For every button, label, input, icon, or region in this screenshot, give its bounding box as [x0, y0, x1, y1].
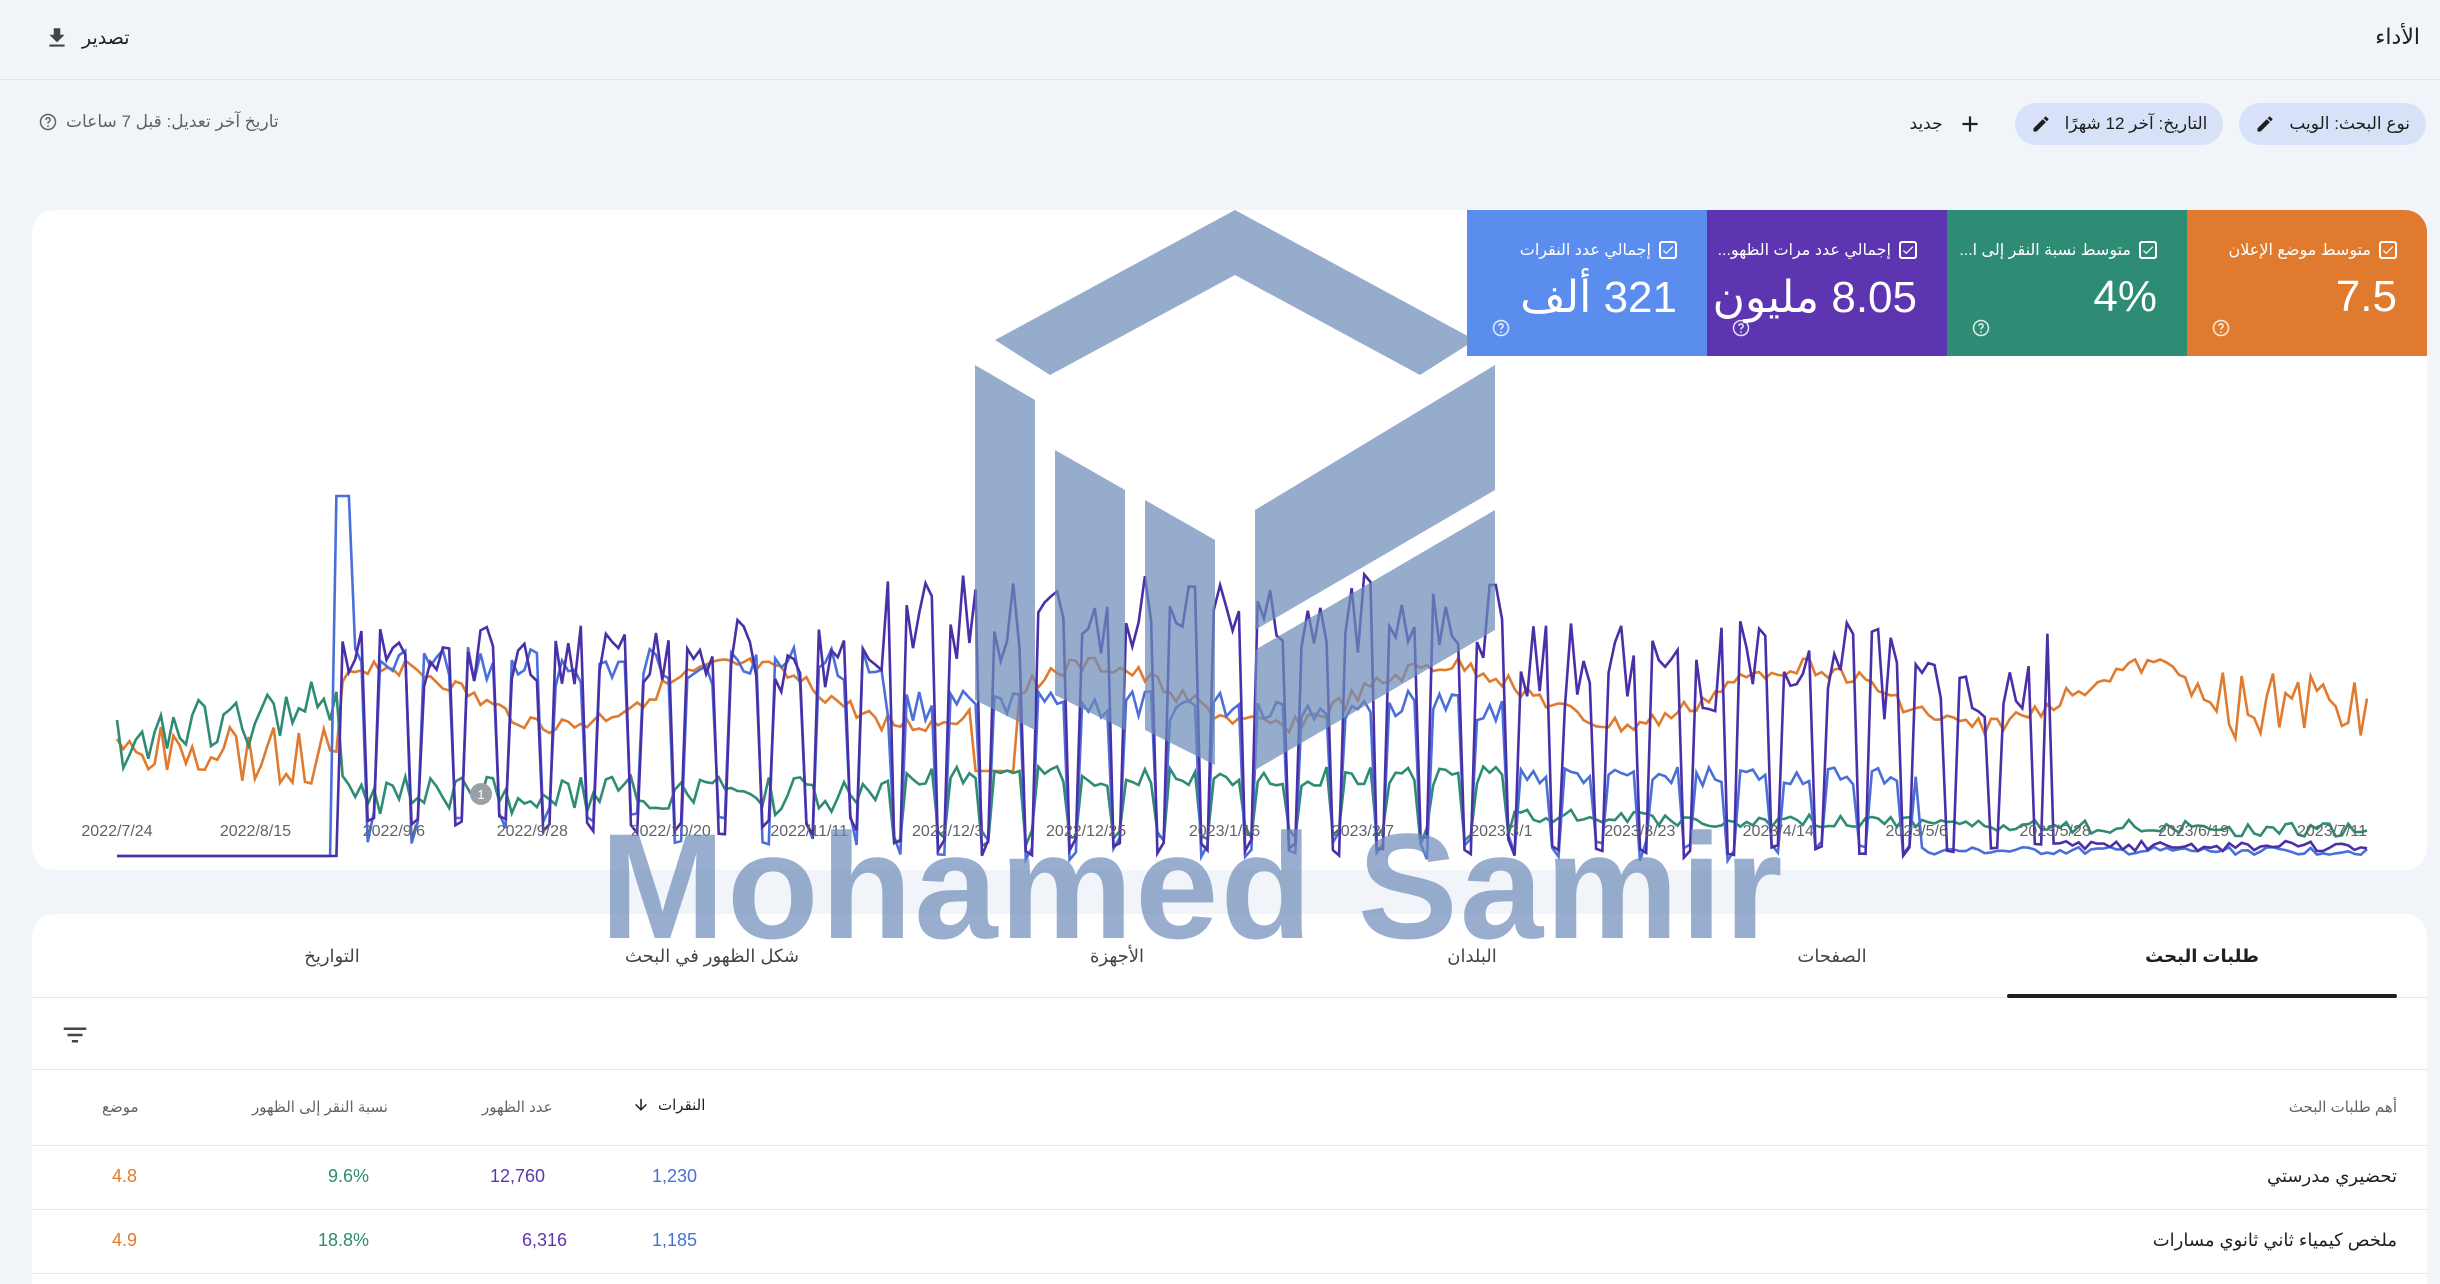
- cell-clicks: 1,230: [652, 1166, 698, 1186]
- filter-icon[interactable]: [60, 1020, 90, 1050]
- cell-impressions: 12,760: [490, 1166, 546, 1186]
- cell-ctr: 18.8%: [318, 1230, 370, 1250]
- checkbox-icon: [2379, 241, 2397, 259]
- help-icon[interactable]: [2211, 318, 2231, 338]
- metric-label: متوسط نسبة النقر إلى ا...: [1959, 242, 2131, 259]
- watermark-logo: [975, 210, 1495, 770]
- x-tick-label: 2023/4/14: [1743, 823, 1814, 840]
- x-tick-label: 2023/3/23: [1604, 823, 1675, 840]
- metric-label: إجمالي عدد النقرات: [1519, 242, 1651, 259]
- search-type-chip[interactable]: نوع البحث: الويب: [2239, 103, 2426, 145]
- help-icon[interactable]: [1491, 318, 1511, 338]
- cell-position: 4.8: [112, 1166, 138, 1186]
- x-tick-label: 2023/5/28: [2020, 823, 2091, 840]
- metric-ctr[interactable]: متوسط نسبة النقر إلى ا... 4%: [1947, 210, 2187, 356]
- last-updated-text: تاريخ آخر تعديل: قبل 7 ساعات: [66, 112, 279, 131]
- performance-chart-svg: 2022/7/24 2022/8/15 2022/9/6 2022/9/28 2022/…: [81, 494, 2369, 865]
- top-bar: الأداء تصدير: [0, 0, 2440, 80]
- x-tick-label: 2023/6/19: [2158, 823, 2229, 840]
- x-tick-label: 2022/9/28: [497, 823, 568, 840]
- tab-dates[interactable]: التواريخ: [304, 946, 360, 966]
- cell-impressions: 6,316: [522, 1230, 568, 1250]
- x-tick-label: 2022/11/11: [770, 823, 848, 840]
- x-tick-label: 2023/5/6: [1886, 823, 1948, 840]
- new-filter-label: جديد: [1909, 114, 1943, 133]
- metric-value: 8.05 مليون: [1712, 273, 1917, 322]
- edit-icon: [2033, 116, 2049, 132]
- tab-devices[interactable]: الأجهزة: [1089, 946, 1145, 966]
- x-tick-label: 2022/12/25: [1046, 823, 1126, 840]
- plus-icon: [1962, 116, 1978, 132]
- dimension-tabs: طلبات البحث الصفحات البلدان الأجهزة شكل …: [32, 914, 2427, 998]
- metric-impressions[interactable]: إجمالي عدد مرات الظهو... 8.05 مليون: [1707, 210, 1947, 356]
- tab-search-appearance[interactable]: شكل الظهور في البحث: [624, 946, 799, 966]
- checkbox-icon: [1659, 241, 1677, 259]
- date-label: التاريخ: آخر 12 شهرًا: [2064, 114, 2208, 133]
- cell-query: ملخص كيمياء ثاني ثانوي مسارات: [2152, 1230, 2397, 1250]
- last-updated: تاريخ آخر تعديل: قبل 7 ساعات: [38, 112, 279, 132]
- page-title: الأداء: [2375, 24, 2420, 49]
- edit-icon: [2257, 116, 2273, 132]
- x-tick-label: 2023/7/11: [2297, 823, 2367, 840]
- annotation-marker[interactable]: [470, 783, 492, 805]
- x-tick-label: 2022/12/3: [912, 823, 983, 840]
- table-row[interactable]: تحضيري مدرستي 1,230 12,760 9.6% 4.8: [32, 1146, 2427, 1210]
- metric-label: متوسط موضع الإعلان: [2228, 242, 2372, 259]
- watermark-text: Mohamed Samir: [600, 802, 1785, 970]
- table-row[interactable]: ملخص كيمياء ثاني ثانوي مسارات 1,185 6,31…: [32, 1210, 2427, 1274]
- tab-pages[interactable]: الصفحات: [1797, 946, 1867, 966]
- help-icon[interactable]: [38, 112, 58, 132]
- x-tick-label: 2023/3/1: [1470, 823, 1532, 840]
- table-header: أهم طلبات البحث النقرات عدد الظهور نسبة …: [32, 1070, 2427, 1146]
- performance-chart: 2022/7/24 2022/8/15 2022/9/6 2022/9/28 2022/…: [32, 356, 2427, 870]
- x-tick-label: 2022/10/20: [631, 823, 711, 840]
- tab-queries[interactable]: طلبات البحث: [2007, 914, 2397, 998]
- checkbox-icon: [1899, 241, 1917, 259]
- search-type-label: نوع البحث: الويب: [2289, 114, 2410, 133]
- cell-position: 4.9: [112, 1230, 138, 1250]
- x-tick-label: 2023/2/7: [1332, 823, 1394, 840]
- tab-countries[interactable]: البلدان: [1447, 946, 1497, 966]
- metric-position[interactable]: متوسط موضع الإعلان 7.5: [2187, 210, 2427, 356]
- column-header-clicks[interactable]: النقرات: [632, 1096, 705, 1114]
- x-tick-label: 2022/8/15: [220, 823, 291, 840]
- column-header-impressions[interactable]: عدد الظهور: [482, 1099, 553, 1116]
- cell-ctr: 9.6%: [328, 1166, 370, 1186]
- clicks-header-label: النقرات: [658, 1097, 706, 1114]
- help-icon[interactable]: [1971, 318, 1991, 338]
- annotation-marker-label: 1: [477, 787, 484, 802]
- download-icon: [49, 28, 65, 47]
- series-line: [117, 571, 2368, 861]
- queries-table-card: طلبات البحث الصفحات البلدان الأجهزة شكل …: [32, 914, 2427, 1284]
- cell-query: تحضيري مدرستي: [2267, 1166, 2397, 1186]
- metric-value: 4%: [2093, 272, 2157, 321]
- checkbox-icon: [2139, 241, 2157, 259]
- x-tick-label: 2023/1/16: [1189, 823, 1260, 840]
- arrow-down-icon: [635, 1099, 647, 1111]
- column-header-query[interactable]: أهم طلبات البحث: [2288, 1099, 2397, 1116]
- new-filter-button[interactable]: جديد: [1894, 111, 1999, 137]
- table-filter-row: [32, 998, 2427, 1070]
- filter-bar: نوع البحث: الويب التاريخ: آخر 12 شهرًا ج…: [1894, 103, 2426, 145]
- metric-label: إجمالي عدد مرات الظهو...: [1717, 242, 1891, 259]
- export-label: تصدير: [82, 27, 130, 49]
- cell-clicks: 1,185: [652, 1230, 698, 1250]
- x-tick-label: 2022/9/6: [363, 823, 425, 840]
- column-header-position[interactable]: موضع: [102, 1099, 139, 1116]
- metric-value: 321 ألف: [1520, 273, 1677, 322]
- date-chip[interactable]: التاريخ: آخر 12 شهرًا: [2014, 103, 2224, 145]
- x-tick-label: 2022/7/24: [81, 823, 152, 840]
- performance-card: متوسط موضع الإعلان 7.5 متوسط نسبة النقر …: [32, 210, 2427, 870]
- metric-tiles: متوسط موضع الإعلان 7.5 متوسط نسبة النقر …: [1467, 210, 2427, 356]
- help-icon[interactable]: [1731, 318, 1751, 338]
- metric-clicks[interactable]: إجمالي عدد النقرات 321 ألف: [1467, 210, 1707, 356]
- export-button[interactable]: تصدير: [44, 20, 130, 56]
- column-header-ctr[interactable]: نسبة النقر إلى الظهور: [252, 1099, 388, 1116]
- metric-value: 7.5: [2335, 272, 2397, 321]
